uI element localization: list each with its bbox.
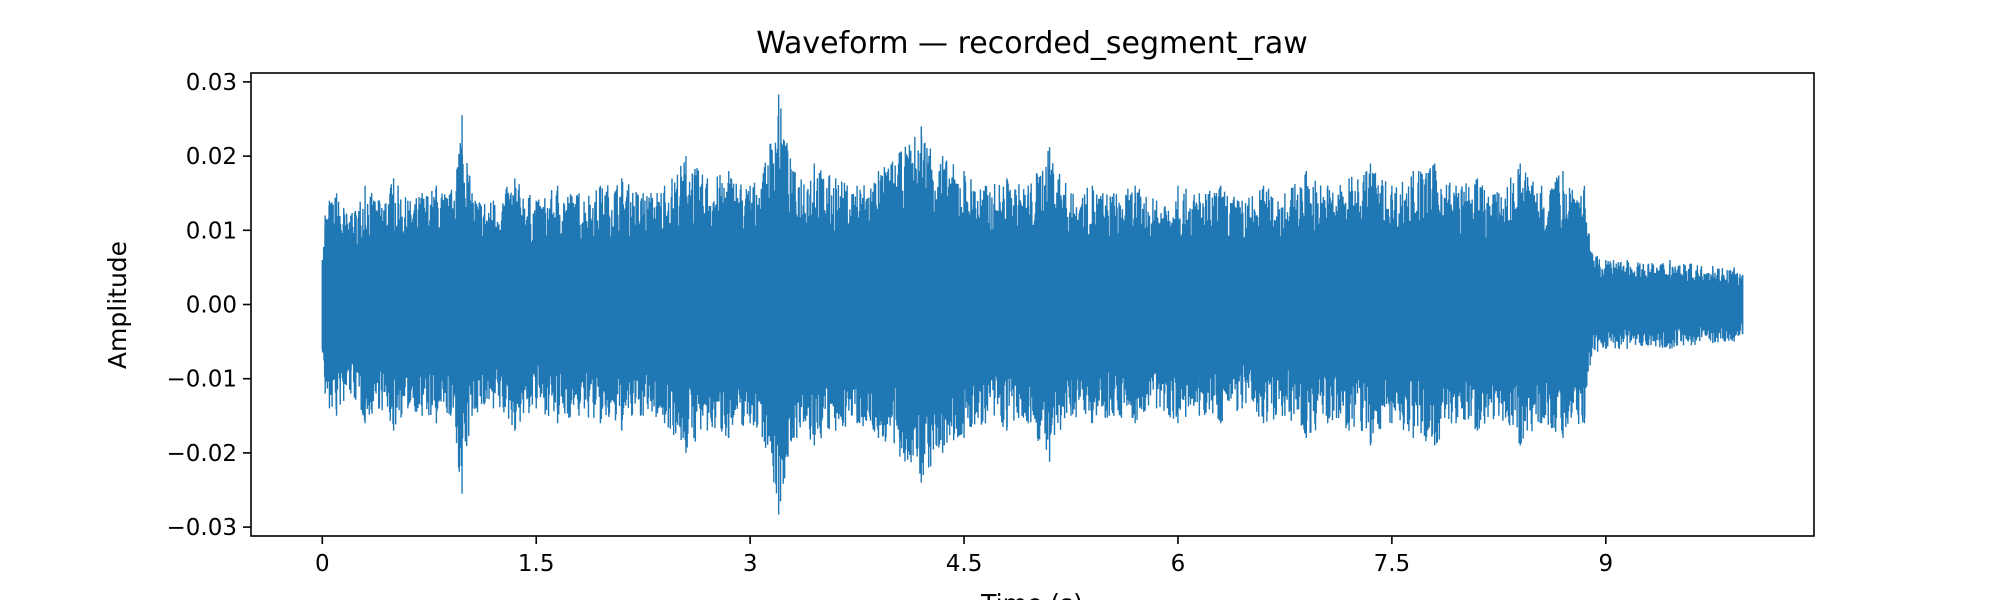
x-tick-label: 4.5 (946, 551, 983, 577)
y-axis-ticks: 0.03 0.02 0.01 0.00 −0.01 −0.02 −0.03 (167, 70, 251, 541)
y-tick-label: −0.01 (167, 367, 237, 393)
y-tick-label: 0.01 (186, 218, 237, 244)
x-tick-label: 9 (1598, 551, 1613, 577)
x-tick-label: 6 (1171, 551, 1186, 577)
y-tick-label: 0.02 (186, 144, 237, 170)
plot-area (321, 94, 1744, 515)
x-tick-label: 7.5 (1374, 551, 1411, 577)
x-axis-ticks: 0 1.5 3 4.5 6 7.5 9 (315, 536, 1613, 577)
y-axis-label: Amplitude (103, 241, 132, 369)
x-tick-label: 1.5 (518, 551, 555, 577)
y-tick-label: −0.03 (167, 515, 237, 541)
x-tick-label: 0 (315, 551, 330, 577)
plot-frame (250, 72, 1815, 537)
y-tick-label: 0.03 (186, 70, 237, 96)
y-tick-label: 0.00 (186, 293, 237, 319)
waveform-line (321, 94, 1744, 515)
chart-title: Waveform — recorded_segment_raw (756, 26, 1308, 61)
y-tick-label: −0.02 (167, 441, 237, 467)
x-axis-label: Time (s) (980, 589, 1083, 600)
x-tick-label: 3 (743, 551, 758, 577)
